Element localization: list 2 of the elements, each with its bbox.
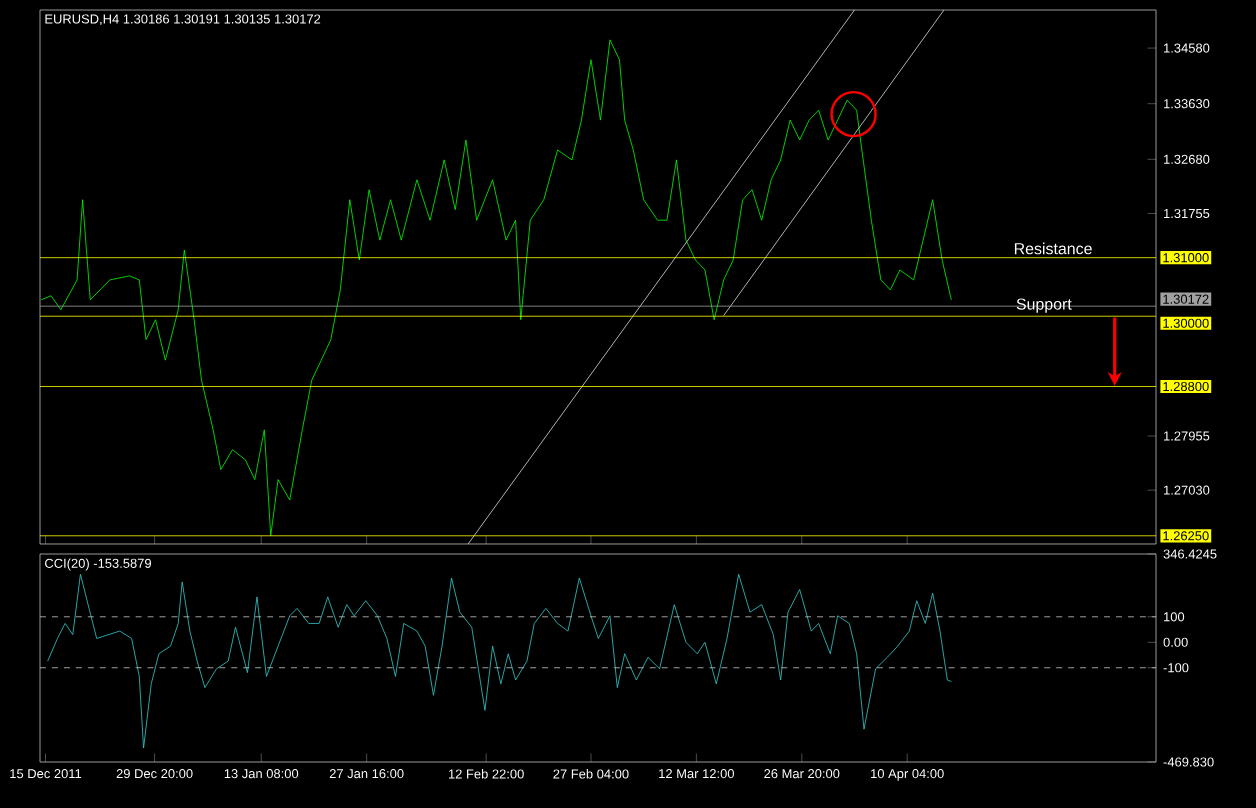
line-series [47, 573, 952, 749]
line-series [40, 39, 952, 537]
